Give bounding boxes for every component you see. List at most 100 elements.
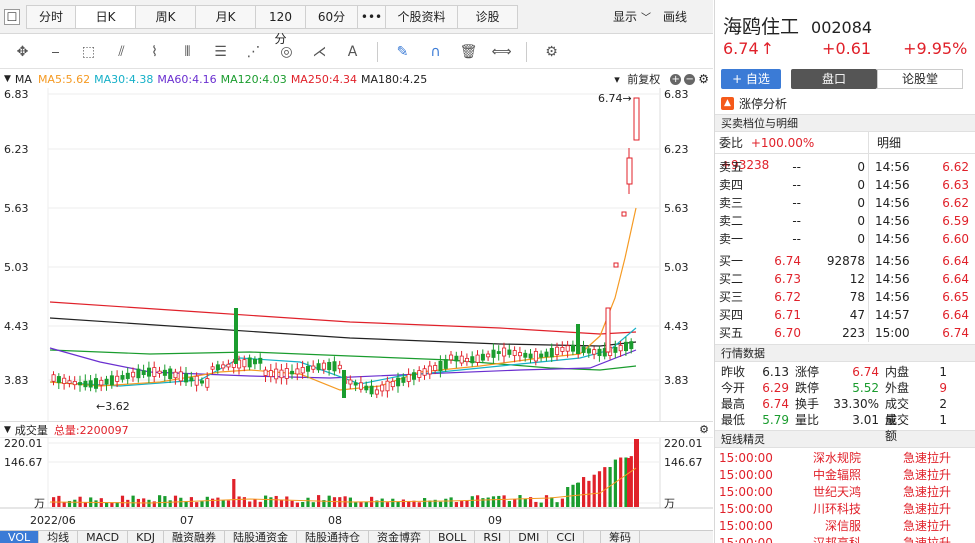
tab-month-k[interactable]: 月K	[196, 4, 256, 29]
display-menu[interactable]: 显示 ﹀	[613, 8, 651, 25]
adjust-menu[interactable]: ▾ 前复权	[614, 71, 664, 87]
news-item[interactable]: 15:00:00 中金辐照 急速拉升	[715, 467, 975, 484]
text-tool-icon[interactable]: A	[347, 43, 358, 60]
orderbook-row[interactable]: 卖二 -- 0	[715, 212, 868, 230]
news-item[interactable]: 15:00:00 世纪天鸿 急速拉升	[715, 484, 975, 501]
zoom-out-icon[interactable]: −	[684, 73, 696, 85]
tab-stock-info[interactable]: 个股资料	[386, 4, 458, 29]
line-tool-icon[interactable]: ⎯	[52, 43, 59, 60]
orderbook-row[interactable]: 买四 6.71 47	[715, 306, 868, 324]
limit-analysis-link[interactable]: 涨停分析	[739, 96, 788, 111]
eye-icon[interactable]: ⟺	[491, 43, 512, 60]
tab-forum[interactable]: 论股堂	[877, 69, 963, 89]
indicator-tab[interactable]: 资金博弈	[369, 531, 431, 543]
orderbook-row[interactable]: 买三 6.72 78	[715, 288, 868, 306]
news-item[interactable]: 15:00:00 深信服 急速拉升	[715, 518, 975, 535]
indicator-tab[interactable]: MACD	[78, 531, 129, 543]
add-watchlist-button[interactable]: + 自选	[721, 69, 781, 89]
gann-tool-icon[interactable]: ☰	[214, 43, 227, 60]
pen-icon[interactable]: ✎	[396, 43, 409, 60]
volume-bar	[529, 497, 533, 507]
chart-background	[0, 88, 713, 530]
candle	[56, 376, 61, 383]
news-item[interactable]: 15:00:00 川环科技 急速拉升	[715, 501, 975, 518]
checkbox[interactable]: ☐	[4, 8, 20, 25]
wave-tool-icon[interactable]: ⌇	[151, 43, 158, 60]
market-row: 昨收 6.13 涨停 6.74 内盘 1	[715, 364, 975, 380]
volume-bar	[295, 502, 299, 507]
chevron-down-icon: ﹀	[640, 13, 651, 24]
trade-price: 6.63	[942, 178, 969, 192]
candle	[279, 369, 284, 379]
bars-tool-icon[interactable]: ⦀	[184, 43, 191, 60]
volume-bar	[274, 495, 278, 507]
zoom-in-icon[interactable]: +	[670, 73, 682, 85]
level-label: 买二	[719, 272, 744, 286]
indicator-tab[interactable]: RSI	[475, 531, 511, 543]
tab-fenshi[interactable]: 分时	[26, 4, 76, 29]
more-button[interactable]: •••	[358, 4, 386, 29]
draw-line-button[interactable]: 画线	[662, 10, 687, 24]
display-label: 显示	[612, 10, 637, 24]
orderbook-row[interactable]: 买一 6.74 92878	[715, 252, 868, 270]
date-tick: 2022/06	[30, 514, 76, 527]
trade-price: 6.59	[942, 214, 969, 228]
indicator-tab[interactable]: CCI	[548, 531, 585, 543]
tab-diagnose[interactable]: 诊股	[458, 4, 518, 29]
news-item[interactable]: 15:00:00 深水规院 急速拉升	[715, 450, 975, 467]
indicator-tab[interactable]: BOLL	[430, 531, 476, 543]
candle	[449, 354, 454, 361]
indicator-tab[interactable]: DMI	[510, 531, 549, 543]
fan-tool-icon[interactable]: ⫽	[118, 43, 125, 60]
orderbook-row[interactable]: 买五 6.70 223	[715, 324, 868, 342]
trade-row: 15:00 6.74	[869, 324, 975, 342]
news-event: 急速拉升	[902, 468, 951, 482]
low-annotation: ←3.62	[96, 400, 130, 413]
orderbook-row[interactable]: 卖四 -- 0	[715, 176, 868, 194]
indicator-tab[interactable]: 筹码	[601, 531, 641, 543]
indicator-tab[interactable]: 融资融券	[164, 531, 226, 543]
news-header: 短线精灵	[715, 430, 975, 448]
magnet-icon[interactable]: ∩	[430, 43, 441, 60]
collapse-icon[interactable]: ▼	[4, 424, 11, 435]
candle	[518, 352, 523, 357]
tab-week-k[interactable]: 周K	[136, 4, 196, 29]
indicator-tab[interactable]: KDJ	[128, 531, 165, 543]
tab-pankou[interactable]: 盘口	[791, 69, 877, 89]
trade-row: 14:56 6.62	[869, 194, 975, 212]
orderbook-row[interactable]: 卖五 -- 0	[715, 158, 868, 176]
orderbook-row[interactable]: 买二 6.73 12	[715, 270, 868, 288]
vol-tick-left: 220.01	[4, 437, 43, 450]
orderbook-row[interactable]: 卖三 -- 0	[715, 194, 868, 212]
price-tick-right: 4.43	[664, 320, 689, 333]
indicator-tab[interactable]: 均线	[39, 531, 79, 543]
trade-time: 14:56	[875, 178, 910, 192]
kline-chart[interactable]: 6.83 6.83 6.23 6.23 5.63 5.63 5.03 5.03 4.43 4.43…	[0, 88, 713, 530]
collapse-icon[interactable]: ▼	[4, 74, 11, 84]
indicator-tab[interactable]	[584, 531, 602, 543]
move-icon[interactable]: ✥	[16, 43, 29, 60]
indicator-tab[interactable]: 陆股通资金	[225, 531, 298, 543]
rect-tool-icon[interactable]: ⬚	[81, 43, 96, 60]
tab-60min[interactable]: 60分	[306, 4, 358, 29]
volume-bar	[619, 457, 623, 507]
volume-bar	[242, 497, 246, 507]
indicator-tab[interactable]: VOL	[0, 531, 40, 543]
fork-tool-icon[interactable]: ⋌	[312, 43, 327, 60]
gear-icon[interactable]: ⚙	[545, 43, 558, 60]
candle	[364, 385, 369, 391]
tab-day-k[interactable]: 日K	[76, 4, 136, 29]
tab-120min[interactable]: 120分	[256, 4, 306, 46]
orderbook-row[interactable]: 卖一 -- 0	[715, 230, 868, 248]
cycle-tool-icon[interactable]: ◎	[280, 43, 293, 60]
trend-tool-icon[interactable]: ⋰	[246, 43, 261, 60]
level-volume: 0	[857, 160, 865, 174]
candle	[613, 346, 618, 353]
price-pct: +9.95%	[903, 38, 968, 58]
news-item[interactable]: 15:00:00 汉邦高科 急速拉升	[715, 535, 975, 543]
trash-icon[interactable]: 🗑	[459, 43, 478, 60]
settings-icon[interactable]: ⚙	[698, 72, 709, 86]
market-value: 1	[939, 365, 947, 379]
indicator-tab[interactable]: 陆股通持仓	[297, 531, 370, 543]
settings-icon[interactable]: ⚙	[699, 423, 709, 436]
